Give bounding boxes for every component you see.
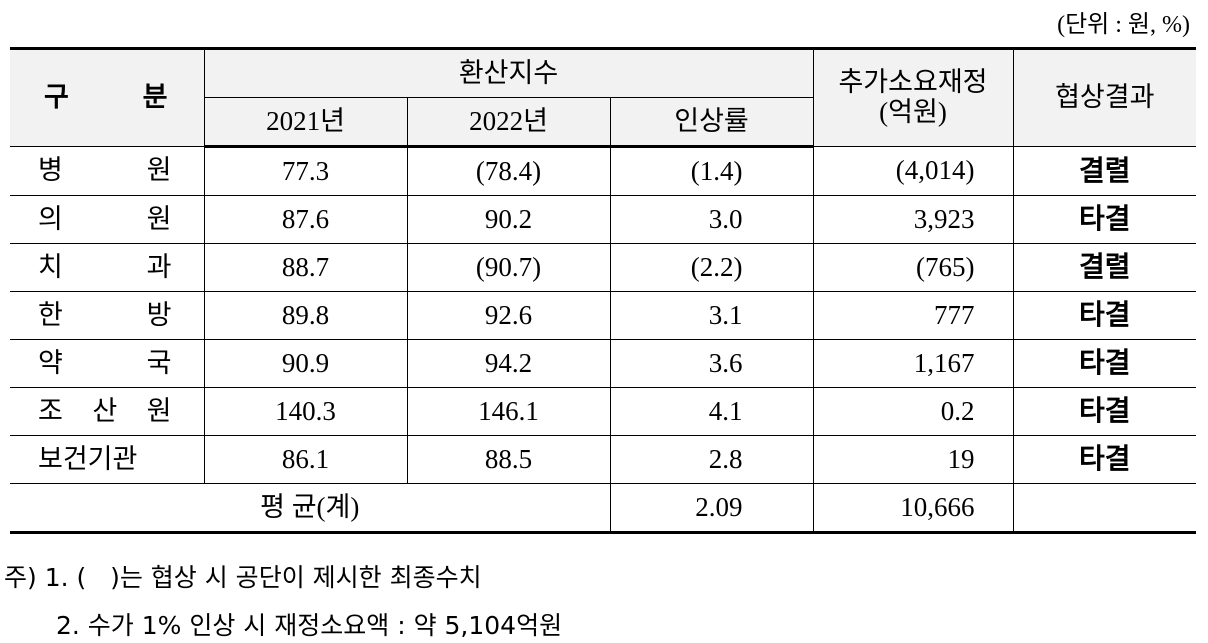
table-cell: 10,666 (812, 483, 1014, 534)
table-cell: 777 (812, 291, 1014, 340)
header-cell: 인상률 (609, 97, 813, 148)
note: 주) 1. ( )는 협상 시 공단이 제시한 최종수치 (4, 563, 482, 592)
header-text: 추가소요재정 (838, 67, 988, 98)
table-header: 구 분 환산지수 추가소요재정 (억원) 협상결과 2021년 2022년 인상률 (10, 47, 1196, 148)
table-cell: 결렬 (1012, 243, 1196, 292)
table-cell: 140.3 (203, 387, 408, 436)
table-cell: (4,014) (812, 146, 1014, 196)
table-cell: (765) (812, 243, 1014, 292)
header-cell: 2021년 (204, 97, 408, 148)
table-cell: 19 (812, 435, 1014, 484)
table-cell: 3.0 (609, 195, 814, 244)
header-cell: 협상결과 (1012, 47, 1196, 147)
table-cell: 90.2 (406, 195, 611, 244)
table: 구 분 환산지수 추가소요재정 (억원) 협상결과 2021년 2022년 인상률… (10, 47, 1196, 534)
table-cell: 2.8 (609, 435, 814, 484)
average-label: 평 균(계) (10, 483, 611, 534)
header-cell: 환산지수 (203, 47, 814, 98)
table-cell: 한 방 (10, 291, 205, 340)
table-row: 치 과 88.7 (90.7) (2.2) (765) 결렬 (10, 243, 1196, 292)
table-cell: 87.6 (203, 195, 408, 244)
table-cell: 146.1 (406, 387, 611, 436)
header-text: (억원) (879, 97, 947, 127)
table-cell: 약 국 (10, 339, 205, 388)
table-cell: 92.6 (406, 291, 611, 340)
note: 2. 수가 1% 인상 시 재정소요액 : 약 5,104억원 (56, 611, 563, 640)
table-cell: 3,923 (812, 195, 1014, 244)
header-cell: 2022년 (406, 97, 611, 148)
table-cell: 89.8 (203, 291, 408, 340)
table-row: 약 국 90.9 94.2 3.6 1,167 타결 (10, 339, 1196, 388)
table-cell: 타결 (1012, 339, 1196, 388)
table-cell: 86.1 (203, 435, 408, 484)
table-cell: 88.7 (203, 243, 408, 292)
average-row: 평 균(계) 2.09 10,666 (10, 483, 1196, 534)
table-cell: 0.2 (812, 387, 1014, 436)
table-cell: 조 산 원 (10, 387, 205, 436)
table-row: 조 산 원 140.3 146.1 4.1 0.2 타결 (10, 387, 1196, 436)
table-cell: 1,167 (812, 339, 1014, 388)
table-cell: 3.6 (609, 339, 814, 388)
table-cell (1012, 483, 1196, 534)
table-cell: 보건기관 (10, 435, 205, 484)
table-cell: 타결 (1012, 195, 1196, 244)
header-cell: 구 분 (10, 47, 205, 147)
table-cell: 의 원 (10, 195, 205, 244)
table-row: 병 원 77.3 (78.4) (1.4) (4,014) 결렬 (10, 146, 1196, 196)
table-cell: 결렬 (1012, 146, 1196, 196)
table-row: 의 원 87.6 90.2 3.0 3,923 타결 (10, 195, 1196, 244)
table-row: 한 방 89.8 92.6 3.1 777 타결 (10, 291, 1196, 340)
table-cell: 병 원 (10, 146, 205, 196)
table-cell: 3.1 (609, 291, 814, 340)
table-cell: 치 과 (10, 243, 205, 292)
unit-note: (단위 : 원, %) (1057, 12, 1190, 38)
header-cell: 추가소요재정 (억원) (812, 47, 1014, 147)
table-cell: 타결 (1012, 387, 1196, 436)
table-body: 병 원 77.3 (78.4) (1.4) (4,014) 결렬 의 원 87.6 90.2 3.… (10, 146, 1196, 534)
table-cell: 타결 (1012, 435, 1196, 484)
table-cell: 77.3 (203, 146, 408, 196)
table-cell: (90.7) (406, 243, 611, 292)
table-cell: (78.4) (406, 146, 611, 196)
table-cell: (2.2) (609, 243, 814, 292)
table-row: 보건기관 86.1 88.5 2.8 19 타결 (10, 435, 1196, 484)
table-cell: 88.5 (406, 435, 611, 484)
table-cell: 4.1 (609, 387, 814, 436)
table-cell: 2.09 (609, 483, 814, 534)
table-cell: 94.2 (406, 339, 611, 388)
table-cell: (1.4) (609, 146, 814, 196)
table-cell: 타결 (1012, 291, 1196, 340)
table-cell: 90.9 (203, 339, 408, 388)
